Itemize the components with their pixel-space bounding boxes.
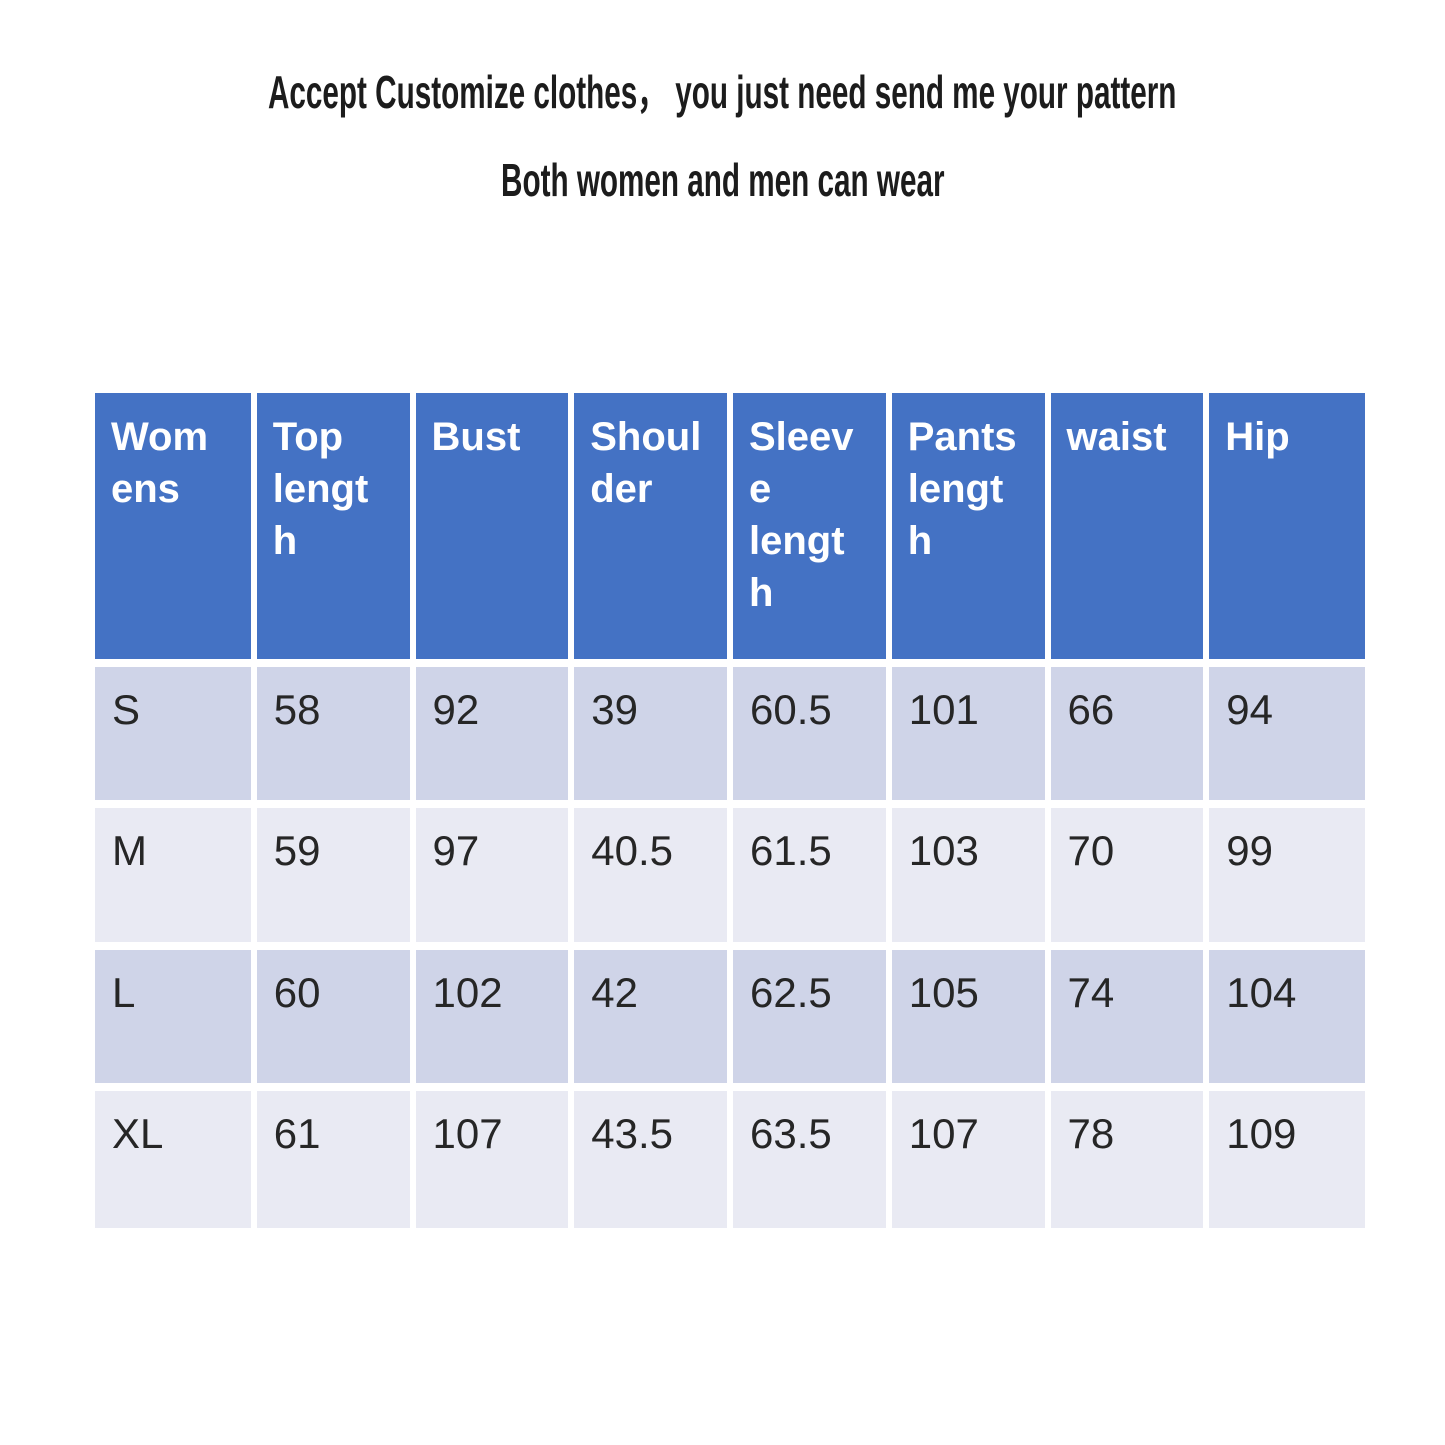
column-header-waist: waist xyxy=(1047,393,1207,663)
measurement-cell: 61 xyxy=(253,1086,413,1228)
measurement-cell: 39 xyxy=(571,663,730,805)
measurement-cell: 43.5 xyxy=(571,1086,730,1228)
column-header-pants-length: Pants lengt h xyxy=(888,393,1048,663)
measurement-cell: 103 xyxy=(888,804,1048,946)
measurement-cell: 109 xyxy=(1206,1086,1365,1228)
size-cell: M xyxy=(95,804,254,946)
measurement-cell: 78 xyxy=(1047,1086,1207,1228)
measurement-cell: 94 xyxy=(1206,663,1365,805)
measurement-cell: 101 xyxy=(888,663,1048,805)
title-line-2-text: Both women and men can wear xyxy=(500,154,945,206)
measurement-cell: 63.5 xyxy=(730,1086,889,1228)
header-row: Wom ens Top lengt h Bust Shoul der Sleev… xyxy=(95,393,1365,663)
table-row-size-l: L 60 102 42 62.5 105 74 104 xyxy=(95,945,1365,1087)
measurement-cell: 40.5 xyxy=(571,804,730,946)
size-chart-table: Wom ens Top lengt h Bust Shoul der Sleev… xyxy=(95,393,1365,1228)
column-header-sleeve-length: Sleeve lengt h xyxy=(730,393,889,663)
measurement-cell: 102 xyxy=(412,945,572,1087)
table-row-size-xl: XL 61 107 43.5 63.5 107 78 109 xyxy=(95,1086,1365,1228)
size-cell: L xyxy=(95,945,254,1087)
title-line-2: Both women and men can wear xyxy=(0,152,1445,208)
title-line-1-text: Accept Customize clothes， you just need … xyxy=(268,66,1177,118)
measurement-cell: 105 xyxy=(888,945,1048,1087)
measurement-cell: 104 xyxy=(1206,945,1365,1087)
measurement-cell: 107 xyxy=(412,1086,572,1228)
measurement-cell: 107 xyxy=(888,1086,1048,1228)
column-header-shoulder: Shoul der xyxy=(571,393,730,663)
measurement-cell: 62.5 xyxy=(730,945,889,1087)
page-title: Accept Customize clothes， you just need … xyxy=(0,64,1445,208)
measurement-cell: 66 xyxy=(1047,663,1207,805)
measurement-cell: 74 xyxy=(1047,945,1207,1087)
size-cell: S xyxy=(95,663,254,805)
measurement-cell: 58 xyxy=(253,663,413,805)
column-header-top-length: Top lengt h xyxy=(253,393,413,663)
title-line-1: Accept Customize clothes， you just need … xyxy=(0,64,1445,120)
measurement-cell: 59 xyxy=(253,804,413,946)
measurement-cell: 60 xyxy=(253,945,413,1087)
measurement-cell: 97 xyxy=(412,804,572,946)
table-row-size-s: S 58 92 39 60.5 101 66 94 xyxy=(95,663,1365,805)
column-header-womens: Wom ens xyxy=(95,393,254,663)
measurement-cell: 70 xyxy=(1047,804,1207,946)
measurement-cell: 99 xyxy=(1206,804,1365,946)
measurement-cell: 92 xyxy=(412,663,572,805)
column-header-hip: Hip xyxy=(1206,393,1365,663)
measurement-cell: 61.5 xyxy=(730,804,889,946)
size-cell: XL xyxy=(95,1086,254,1228)
measurement-cell: 60.5 xyxy=(730,663,889,805)
measurement-cell: 42 xyxy=(571,945,730,1087)
column-header-bust: Bust xyxy=(412,393,572,663)
table-row-size-m: M 59 97 40.5 61.5 103 70 99 xyxy=(95,804,1365,946)
table-header-row: Wom ens Top lengt h Bust Shoul der Sleev… xyxy=(95,393,1365,663)
